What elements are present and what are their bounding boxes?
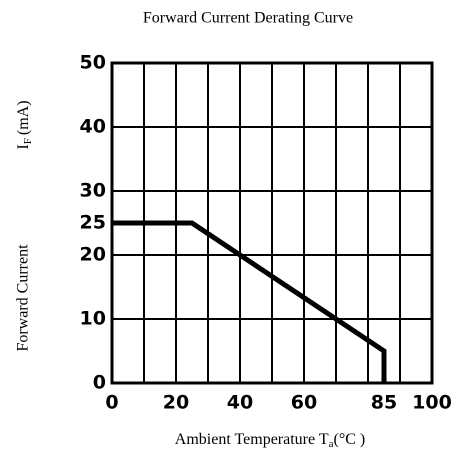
x-label-symbol: T xyxy=(319,431,329,448)
y-tick-label: 50 xyxy=(80,52,106,74)
chart-title: Forward Current Derating Curve xyxy=(143,10,353,27)
x-label-text: Ambient Temperature xyxy=(175,431,315,448)
y-tick-label: 0 xyxy=(93,372,106,394)
y-tick-label: 25 xyxy=(80,212,106,234)
derating-line xyxy=(112,220,387,383)
y-axis-unit: IF (mA) xyxy=(15,100,34,149)
x-tick-label: 100 xyxy=(412,392,452,414)
y-tick-label: 30 xyxy=(80,180,106,202)
x-tick-label: 85 xyxy=(371,392,397,414)
x-tick-label: 40 xyxy=(227,392,253,414)
x-label-unit: (°C ) xyxy=(333,431,365,448)
y-tick-label: 10 xyxy=(80,308,106,330)
x-tick-label: 60 xyxy=(291,392,317,414)
x-axis-label: Ambient Temperature Ta(°C ) xyxy=(175,431,365,450)
y-label-unit: (mA) xyxy=(15,100,32,135)
y-label-subscript: F xyxy=(22,138,34,144)
y-tick-label: 20 xyxy=(80,244,106,266)
y-tick-label: 40 xyxy=(80,116,106,138)
x-tick-label: 0 xyxy=(105,392,118,414)
x-label-subscript: a xyxy=(329,438,334,450)
y-label-symbol: I xyxy=(15,144,32,149)
y-axis-label: Forward Current xyxy=(15,244,32,352)
x-tick-label: 20 xyxy=(163,392,189,414)
